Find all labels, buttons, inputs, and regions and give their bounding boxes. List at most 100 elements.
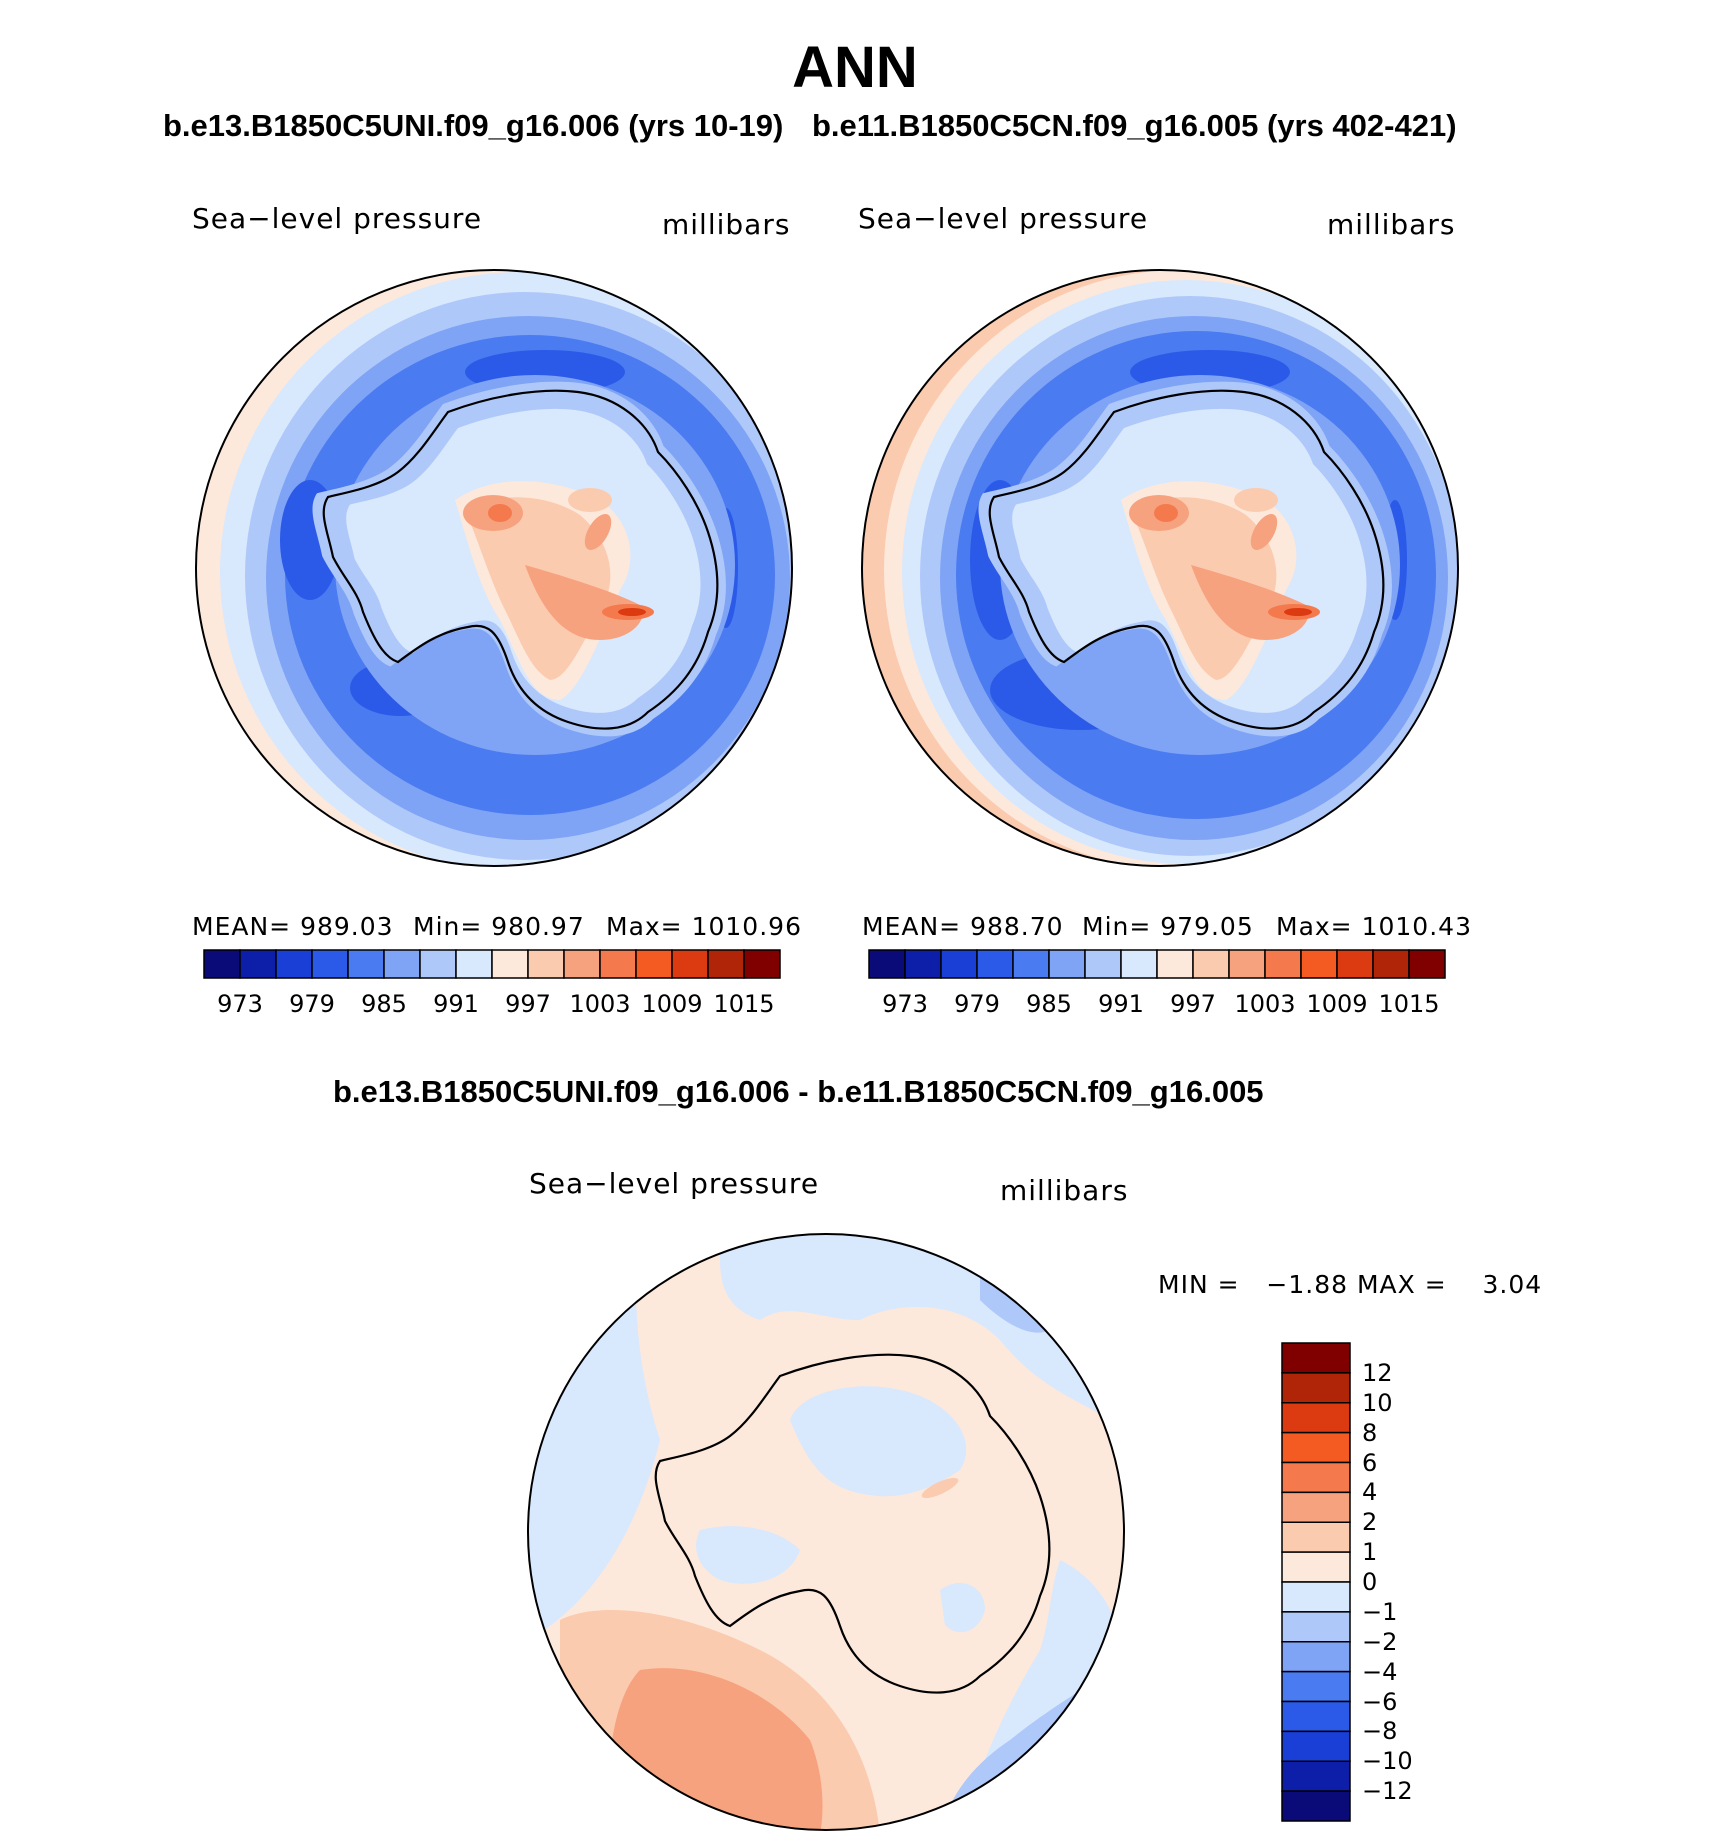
right-units-label: millibars: [1327, 208, 1456, 241]
colorbar-swatch: [311, 949, 349, 979]
colorbar-swatch: [1156, 949, 1194, 979]
colorbar-tick-label: −1: [1362, 1597, 1398, 1626]
colorbar-swatch: [1281, 1551, 1351, 1583]
colorbar-swatch: [347, 949, 385, 979]
colorbar-tick-label: 1003: [569, 990, 631, 1018]
colorbar-tick-label: 991: [1098, 990, 1144, 1018]
colorbar-tick-label: 979: [289, 990, 335, 1018]
colorbar-swatch: [1281, 1641, 1351, 1673]
colorbar-swatch: [491, 949, 529, 979]
colorbar-tick-label: 6: [1362, 1448, 1378, 1477]
colorbar-swatch: [419, 949, 457, 979]
colorbar-swatch: [1281, 1760, 1351, 1792]
right-variable-label: Sea−level pressure: [858, 202, 1149, 235]
colorbar-tick-label: 985: [361, 990, 407, 1018]
colorbar-swatch: [1084, 949, 1122, 979]
colorbar-swatch: [904, 949, 942, 979]
colorbar-swatch: [1408, 949, 1446, 979]
colorbar-swatch: [868, 949, 906, 979]
difference-variable-label: Sea−level pressure: [529, 1167, 820, 1200]
difference-units-label: millibars: [1000, 1174, 1129, 1207]
colorbar-tick-label: 991: [433, 990, 479, 1018]
colorbar-swatch: [1281, 1342, 1351, 1374]
right-mean-stat: MEAN= 988.70: [862, 912, 1064, 941]
colorbar-tick-label: 10: [1362, 1388, 1393, 1417]
colorbar-tick-label: −8: [1362, 1717, 1398, 1746]
colorbar-swatch: [1012, 949, 1050, 979]
colorbar-swatch: [1120, 949, 1158, 979]
colorbar-tick-label: 8: [1362, 1418, 1378, 1447]
colorbar-swatch: [1192, 949, 1230, 979]
left-variable-label: Sea−level pressure: [192, 202, 483, 235]
difference-colorbar: [1281, 1342, 1351, 1822]
colorbar-swatch: [275, 949, 313, 979]
colorbar-tick-label: 0: [1362, 1568, 1378, 1596]
colorbar-swatch: [1281, 1521, 1351, 1553]
colorbar-swatch: [455, 949, 493, 979]
colorbar-swatch: [1264, 949, 1302, 979]
colorbar-tick-label: 2: [1362, 1508, 1378, 1537]
right-case-title: b.e11.B1850C5CN.f09_g16.005 (yrs 402-421…: [812, 108, 1457, 143]
difference-minmax-stat: MIN = −1.88 MAX = 3.04: [1158, 1270, 1543, 1299]
colorbar-tick-label: −2: [1362, 1627, 1398, 1656]
colorbar-swatch: [1281, 1790, 1351, 1822]
colorbar-tick-label: 997: [505, 990, 551, 1018]
colorbar-swatch: [1281, 1372, 1351, 1404]
colorbar-tick-label: 979: [954, 990, 1000, 1018]
colorbar-swatch: [1281, 1611, 1351, 1643]
colorbar-tick-label: −10: [1362, 1747, 1413, 1776]
colorbar-swatch: [1281, 1670, 1351, 1703]
colorbar-tick-label: 1015: [1378, 990, 1440, 1018]
colorbar-swatch: [635, 949, 673, 979]
left-colorbar: [203, 949, 781, 979]
colorbar-tick-label: 12: [1362, 1358, 1393, 1387]
colorbar-tick-label: −12: [1362, 1777, 1413, 1806]
colorbar-swatch: [1048, 949, 1086, 979]
left-case-title: b.e13.B1850C5UNI.f09_g16.006 (yrs 10-19): [163, 108, 784, 143]
colorbar-tick-label: −4: [1362, 1657, 1398, 1686]
colorbar-swatch: [940, 949, 978, 979]
colorbar-swatch: [203, 949, 241, 979]
right-colorbar: [868, 949, 1446, 979]
colorbar-swatch: [976, 949, 1014, 979]
left-min-stat: Min= 980.97: [413, 912, 585, 941]
colorbar-swatch: [1281, 1491, 1351, 1523]
colorbar-tick-label: 997: [1170, 990, 1216, 1018]
colorbar-swatch: [1281, 1461, 1351, 1494]
colorbar-swatch: [1281, 1431, 1351, 1464]
colorbar-swatch: [1281, 1700, 1351, 1733]
left-max-stat: Max= 1010.96: [606, 912, 802, 941]
colorbar-swatch: [563, 949, 601, 979]
main-title: ANN: [792, 35, 918, 100]
colorbar-swatch: [1372, 949, 1410, 979]
colorbar-swatch: [1281, 1581, 1351, 1613]
colorbar-swatch: [1300, 949, 1338, 979]
colorbar-swatch: [599, 949, 637, 979]
left-mean-stat: MEAN= 989.03: [192, 912, 394, 941]
colorbar-swatch: [239, 949, 277, 979]
colorbar-swatch: [1281, 1730, 1351, 1762]
colorbar-tick-label: 973: [217, 990, 263, 1018]
colorbar-tick-label: 973: [882, 990, 928, 1018]
left-polar-map: [195, 269, 793, 867]
right-polar-map: [861, 269, 1459, 867]
difference-polar-map: [527, 1233, 1125, 1831]
colorbar-tick-label: 985: [1026, 990, 1072, 1018]
colorbar-tick-label: 1009: [641, 990, 703, 1018]
colorbar-swatch: [383, 949, 421, 979]
colorbar-tick-label: 1015: [713, 990, 775, 1018]
colorbar-tick-label: 1: [1362, 1538, 1378, 1567]
right-min-stat: Min= 979.05: [1082, 912, 1254, 941]
colorbar-tick-label: 1003: [1234, 990, 1296, 1018]
colorbar-swatch: [1281, 1402, 1351, 1434]
difference-title: b.e13.B1850C5UNI.f09_g16.006 - b.e11.B18…: [333, 1074, 1264, 1109]
colorbar-swatch: [707, 949, 745, 979]
colorbar-tick-label: 4: [1362, 1478, 1378, 1507]
colorbar-swatch: [743, 949, 781, 979]
colorbar-tick-label: 1009: [1306, 990, 1368, 1018]
colorbar-swatch: [1336, 949, 1374, 979]
left-units-label: millibars: [662, 208, 791, 241]
colorbar-swatch: [1228, 949, 1266, 979]
right-max-stat: Max= 1010.43: [1276, 912, 1472, 941]
